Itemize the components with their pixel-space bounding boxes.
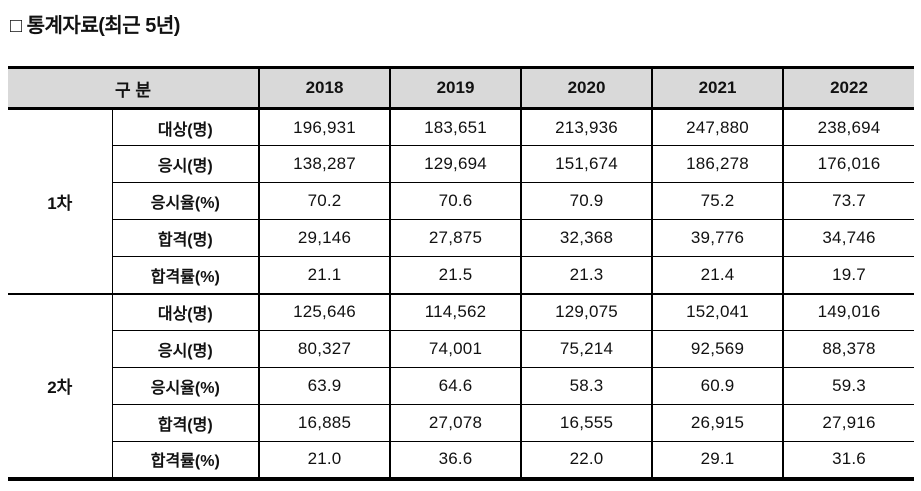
stat-value: 183,651: [389, 108, 522, 146]
table-row: 응시율(%) 70.2 70.6 70.9 75.2 73.7: [8, 182, 915, 220]
stat-value: 59.3: [782, 367, 915, 405]
stat-value: 60.9: [651, 367, 784, 405]
stat-value: 64.6: [389, 367, 522, 405]
stat-value: 29,146: [258, 219, 391, 257]
stat-value: 21.5: [389, 256, 522, 294]
row-label: 합격률(%): [111, 256, 260, 294]
stage-label-round1: 1차: [47, 193, 73, 213]
row-label: 합격(명): [111, 404, 260, 442]
stat-value: 32,368: [520, 219, 653, 257]
table-row: 응시(명) 138,287 129,694 151,674 186,278 17…: [8, 145, 915, 183]
stat-value: 74,001: [389, 330, 522, 368]
statistics-table: 구 분 2018 2019 2020 2021 2022 1차 대상(명) 19…: [8, 66, 915, 481]
stat-value: 70.6: [389, 182, 522, 220]
stat-value: 151,674: [520, 145, 653, 183]
stat-value: 114,562: [389, 292, 522, 331]
table-row: 응시율(%) 63.9 64.6 58.3 60.9 59.3: [8, 367, 915, 405]
stat-value: 152,041: [651, 292, 784, 331]
stat-value: 16,885: [258, 404, 391, 442]
row-label: 대상(명): [111, 292, 260, 331]
stat-value: 247,880: [651, 108, 784, 146]
stat-value: 149,016: [782, 292, 915, 331]
stat-value: 36.6: [389, 441, 522, 479]
table-row: 1차 대상(명) 196,931 183,651 213,936 247,880…: [8, 108, 915, 213]
stat-value: 22.0: [520, 441, 653, 479]
stat-value: 21.3: [520, 256, 653, 294]
stat-value: 73.7: [782, 182, 915, 220]
row-label: 응시율(%): [111, 367, 260, 405]
stat-value: 27,916: [782, 404, 915, 442]
row-label: 응시(명): [111, 145, 260, 183]
row-label: 응시(명): [111, 330, 260, 368]
stat-value: 27,875: [389, 219, 522, 257]
column-header-2020: 2020: [520, 66, 653, 110]
header-row: 구 분 2018 2019 2020 2021 2022: [8, 66, 915, 110]
column-header-2022: 2022: [782, 66, 915, 110]
row-label: 대상(명): [111, 108, 260, 146]
stage-label-round2: 2차: [8, 292, 112, 479]
stat-value: 21.4: [651, 256, 784, 294]
table-row: 2차 대상(명) 125,646 114,562 129,075 152,041…: [8, 292, 915, 479]
stat-value: 88,378: [782, 330, 915, 368]
table-row: 합격률(%) 21.0 36.6 22.0 29.1 31.6: [8, 441, 915, 479]
table-row: 합격(명) 29,146 27,875 32,368 39,776 34,746: [8, 219, 915, 257]
table-row: 응시(명) 80,327 74,001 75,214 92,569 88,378: [8, 330, 915, 368]
stat-value: 29.1: [651, 441, 784, 479]
stat-value: 176,016: [782, 145, 915, 183]
stat-value: 19.7: [782, 256, 915, 294]
stat-value: 34,746: [782, 219, 915, 257]
stat-value: 26,915: [651, 404, 784, 442]
table-row: 합격률(%) 21.1 21.5 21.3 21.4 19.7: [8, 256, 915, 294]
stat-value: 213,936: [520, 108, 653, 146]
stat-value: 70.9: [520, 182, 653, 220]
stat-value: 138,287: [258, 145, 391, 183]
stat-value: 75,214: [520, 330, 653, 368]
stat-value: 21.1: [258, 256, 391, 294]
stat-value: 70.2: [258, 182, 391, 220]
column-header-2019: 2019: [389, 66, 522, 110]
stat-value: 58.3: [520, 367, 653, 405]
row-label: 응시율(%): [111, 182, 260, 220]
stat-value: 186,278: [651, 145, 784, 183]
stat-value: 238,694: [782, 108, 915, 146]
stat-value: 31.6: [782, 441, 915, 479]
stat-value: 92,569: [651, 330, 784, 368]
stat-value: 27,078: [389, 404, 522, 442]
stat-value: 16,555: [520, 404, 653, 442]
stat-value: 129,075: [520, 292, 653, 331]
stat-value: 80,327: [258, 330, 391, 368]
stat-value: 21.0: [258, 441, 391, 479]
stat-value: 129,694: [389, 145, 522, 183]
stat-value: 63.9: [258, 367, 391, 405]
stat-value: 196,931: [258, 108, 391, 146]
row-label: 합격(명): [111, 219, 260, 257]
table-row: 합격(명) 16,885 27,078 16,555 26,915 27,916: [8, 404, 915, 442]
column-header-group: 구 분: [8, 66, 260, 110]
page-title: □ 통계자료(최근 5년): [10, 15, 180, 37]
stat-value: 75.2: [651, 182, 784, 220]
column-header-2018: 2018: [258, 66, 391, 110]
column-header-2021: 2021: [651, 66, 784, 110]
row-label: 합격률(%): [111, 441, 260, 479]
stat-value: 39,776: [651, 219, 784, 257]
stat-value: 125,646: [258, 292, 391, 331]
